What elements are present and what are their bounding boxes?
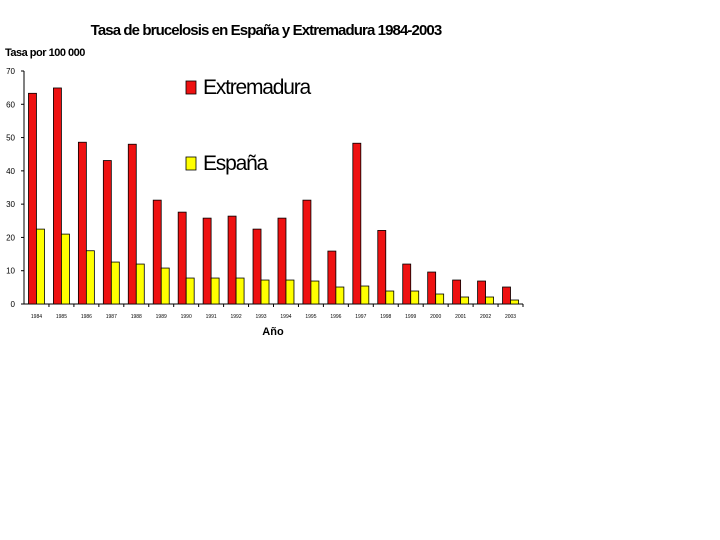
- bar-extremadura-2000: [427, 271, 437, 305]
- bar-espana-1996: [335, 286, 345, 305]
- bar-extremadura-1985: [53, 87, 62, 305]
- bar-espana-2000: [435, 293, 445, 305]
- bar-extremadura-1997: [352, 142, 362, 305]
- bar-espana-1988: [135, 263, 145, 305]
- bar-espana-1987: [110, 261, 120, 305]
- y-tick-label: 10: [6, 267, 15, 276]
- y-tick-label: 70: [6, 67, 15, 76]
- x-tick-label: 1994: [280, 314, 291, 320]
- bar-espana-1984: [36, 228, 45, 305]
- x-tick-label: 1986: [81, 314, 92, 320]
- bar-espana-1985: [61, 233, 70, 305]
- bar-extremadura-1987: [102, 160, 112, 305]
- x-tick-label: 1991: [206, 314, 217, 320]
- bar-extremadura-1995: [302, 199, 312, 305]
- bar-extremadura-2002: [477, 280, 486, 305]
- bar-espana-1993: [260, 279, 270, 305]
- chart-title: Tasa de brucelosis en España y Extremadu…: [91, 22, 442, 39]
- bar-espana-2001: [460, 296, 470, 305]
- bar-extremadura-1984: [28, 92, 37, 305]
- x-tick-label: 1998: [380, 314, 391, 320]
- bar-extremadura-1999: [402, 263, 412, 305]
- x-tick-label: 2003: [505, 314, 516, 320]
- bar-extremadura-1992: [227, 215, 237, 305]
- bar-extremadura-2003: [502, 286, 511, 305]
- bar-espana-1995: [310, 280, 320, 305]
- bar-espana-1998: [385, 290, 395, 305]
- plot-area: 0 10 20 30 40 50 60 70 1984 1985 1986 1987 1988 1989 1…: [6, 67, 524, 320]
- legend-label-extremadura: Extremadura: [203, 76, 312, 99]
- y-axis-label: Tasa por 100 000: [5, 47, 85, 59]
- legend-swatch-extremadura: [185, 80, 197, 95]
- bar-extremadura-1989: [152, 199, 162, 305]
- bar-espana-2002: [485, 296, 494, 305]
- x-tick-label: 1989: [156, 314, 167, 320]
- x-tick-label: 1987: [106, 314, 117, 320]
- x-tick-label: 1997: [355, 314, 366, 320]
- bar-espana-1991: [210, 277, 220, 305]
- x-tick-label: 2002: [480, 314, 491, 320]
- x-tick-label: 2000: [430, 314, 441, 320]
- bar-espana-1999: [410, 290, 420, 305]
- bar-extremadura-1986: [77, 141, 87, 305]
- y-tick-label: 30: [6, 200, 15, 209]
- y-tick-label: 0: [11, 300, 16, 309]
- bar-extremadura-2001: [452, 279, 462, 305]
- bar-espana-1994: [285, 279, 295, 305]
- x-tick-label: 1985: [56, 314, 67, 320]
- x-tick-label: 1990: [181, 314, 192, 320]
- legend-swatch-espana: [185, 156, 197, 171]
- x-tick-label: 2001: [455, 314, 466, 320]
- bar-extremadura-1998: [377, 230, 387, 305]
- y-tick-label: 50: [6, 134, 15, 143]
- bar-extremadura-1988: [127, 143, 137, 305]
- bar-extremadura-1991: [202, 217, 212, 305]
- bar-espana-1986: [85, 250, 95, 305]
- x-tick-label: 1993: [255, 314, 266, 320]
- y-tick-label: 40: [6, 167, 15, 176]
- bar-extremadura-1993: [252, 228, 262, 305]
- bar-espana-1997: [360, 285, 370, 305]
- bar-espana-1989: [160, 267, 170, 305]
- x-tick-label: 1995: [305, 314, 316, 320]
- legend-label-espana: España: [203, 152, 269, 175]
- x-tick-label: 1988: [131, 314, 142, 320]
- x-tick-label: 1992: [231, 314, 242, 320]
- bar-extremadura-1996: [327, 250, 337, 305]
- x-tick-label: 1996: [330, 314, 341, 320]
- x-tick-label: 1984: [31, 314, 42, 320]
- bar-extremadura-1990: [177, 211, 187, 305]
- bar-extremadura-1994: [277, 217, 287, 305]
- x-tick-label: 1999: [405, 314, 416, 320]
- legend: Extremadura España: [185, 76, 313, 175]
- y-tick-label: 60: [6, 100, 15, 109]
- bar-espana-1992: [235, 277, 245, 305]
- y-tick-label: 20: [6, 233, 15, 242]
- bar-espana-2003: [510, 299, 519, 305]
- bar-espana-1990: [185, 277, 195, 305]
- x-axis-label: Año: [262, 326, 284, 338]
